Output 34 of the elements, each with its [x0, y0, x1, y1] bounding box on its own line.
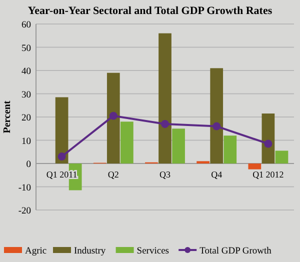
y-tick-label: -20 — [18, 206, 32, 216]
point — [212, 122, 221, 130]
y-tick-label: 20 — [22, 114, 32, 124]
y-tick-label: 0 — [26, 160, 32, 170]
bar — [210, 68, 224, 164]
bar — [120, 122, 134, 164]
chart-title: Year-on-Year Sectoral and Total GDP Growth Rates — [28, 5, 273, 17]
bar — [172, 128, 185, 164]
bar — [55, 97, 68, 164]
legend-label: Total GDP Growth — [200, 246, 272, 256]
point — [109, 112, 118, 120]
bar — [158, 33, 172, 164]
x-tick-label: Q1 2012 — [252, 170, 284, 180]
legend-label: Agric — [25, 246, 47, 256]
y-tick-label: 10 — [22, 136, 32, 147]
x-tick-label: Q4 — [211, 170, 223, 180]
legend-label: Industry — [74, 246, 106, 256]
point — [161, 120, 169, 128]
bar — [275, 150, 288, 164]
y-tick-label: -10 — [18, 183, 32, 194]
x-tick-label: Q2 — [108, 170, 119, 180]
y-tick-label: 30 — [22, 90, 32, 100]
bar — [106, 72, 120, 164]
bar — [248, 164, 262, 170]
bar — [262, 114, 275, 164]
bar — [224, 136, 237, 164]
point — [58, 152, 66, 161]
point — [264, 140, 272, 148]
legend-label: Services — [136, 246, 170, 256]
y-tick-label: 40 — [22, 67, 32, 77]
y-tick-label: 60 — [22, 20, 32, 30]
x-tick-label: Q3 — [160, 170, 171, 180]
y-tick-label: 50 — [22, 44, 32, 54]
y-axis-title: Percent — [2, 100, 13, 134]
